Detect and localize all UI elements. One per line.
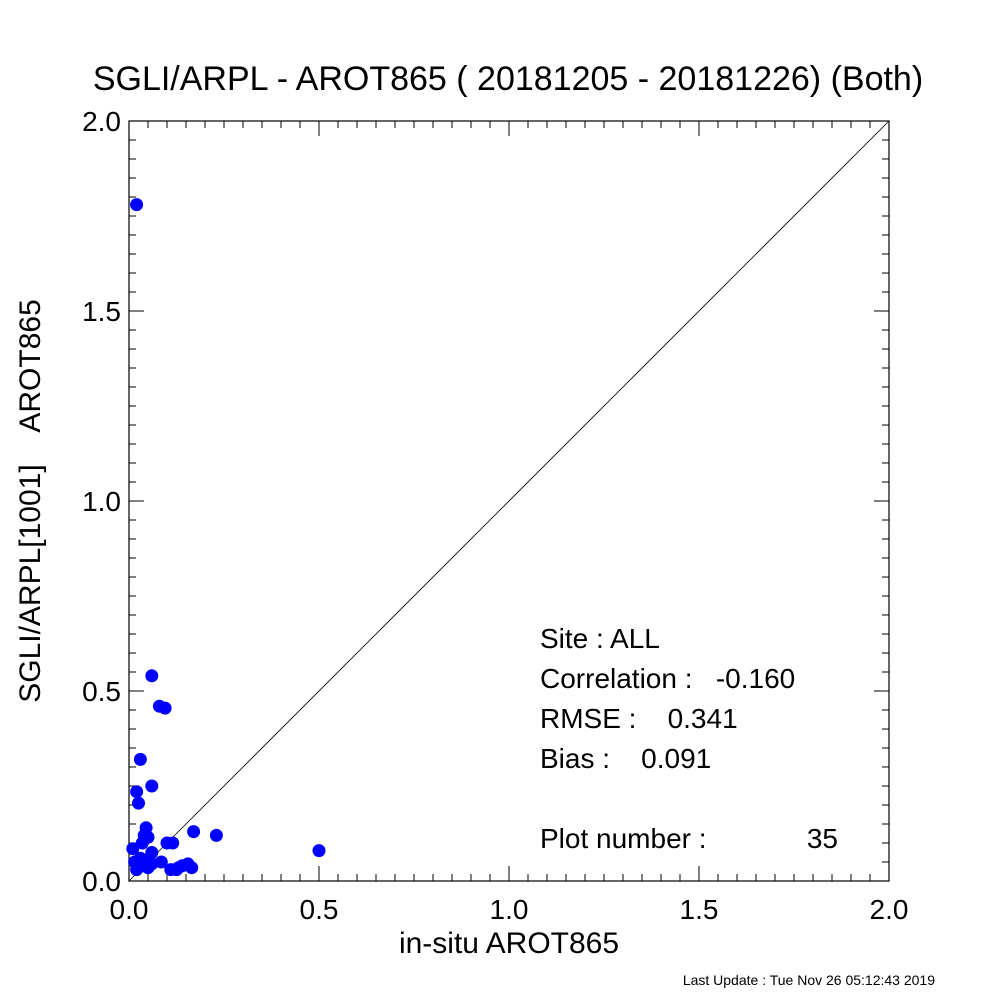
data-point <box>187 825 201 839</box>
y-tick-label: 0.0 <box>82 866 121 897</box>
data-point <box>166 836 180 850</box>
data-point <box>130 785 144 799</box>
y-tick-label: 1.0 <box>82 486 121 517</box>
stats-panel: Site : ALL Correlation : -0.160 RMSE : 0… <box>540 623 838 854</box>
data-point <box>158 701 172 715</box>
x-tick-label: 1.5 <box>680 894 719 925</box>
data-point <box>135 836 149 850</box>
stat-bias: Bias : 0.091 <box>540 743 711 774</box>
x-tick-label: 0.0 <box>110 894 149 925</box>
data-point <box>185 861 199 875</box>
y-axis-label: SGLI/ARPL[1001] AROT865 <box>14 299 47 703</box>
x-axis-label: in-situ AROT865 <box>399 927 619 960</box>
data-point <box>312 844 326 858</box>
data-point <box>209 828 223 842</box>
stat-site: Site : ALL <box>540 623 660 654</box>
last-update-footer: Last Update : Tue Nov 26 05:12:43 2019 <box>683 972 935 988</box>
x-tick-label: 0.5 <box>300 894 339 925</box>
y-tick-label: 2.0 <box>82 106 121 137</box>
data-point <box>130 198 144 212</box>
stat-rmse: RMSE : 0.341 <box>540 703 738 734</box>
data-point <box>132 796 145 810</box>
one-to-one-line <box>128 120 890 882</box>
plot-area <box>126 120 890 882</box>
data-point <box>145 779 159 793</box>
stat-plot-number-label: Plot number : <box>540 823 707 854</box>
axis-ticks <box>128 120 890 882</box>
data-point <box>133 752 147 766</box>
chart-title: SGLI/ARPL - AROT865 ( 20181205 - 2018122… <box>93 60 923 98</box>
stat-correlation: Correlation : -0.160 <box>540 663 795 694</box>
data-point <box>135 859 149 873</box>
x-tick-label: 1.0 <box>490 894 529 925</box>
data-point <box>145 669 159 683</box>
data-point <box>170 863 183 877</box>
data-point <box>126 842 140 856</box>
x-tick-label: 2.0 <box>870 894 909 925</box>
stat-plot-number-value: 35 <box>807 823 838 854</box>
scatter-points <box>126 198 326 877</box>
y-tick-label: 0.5 <box>82 676 121 707</box>
x-tick-labels: 0.0 0.5 1.0 1.5 2.0 <box>110 894 909 925</box>
y-tick-label: 1.5 <box>82 296 121 327</box>
y-tick-labels: 0.0 0.5 1.0 1.5 2.0 <box>82 106 121 897</box>
